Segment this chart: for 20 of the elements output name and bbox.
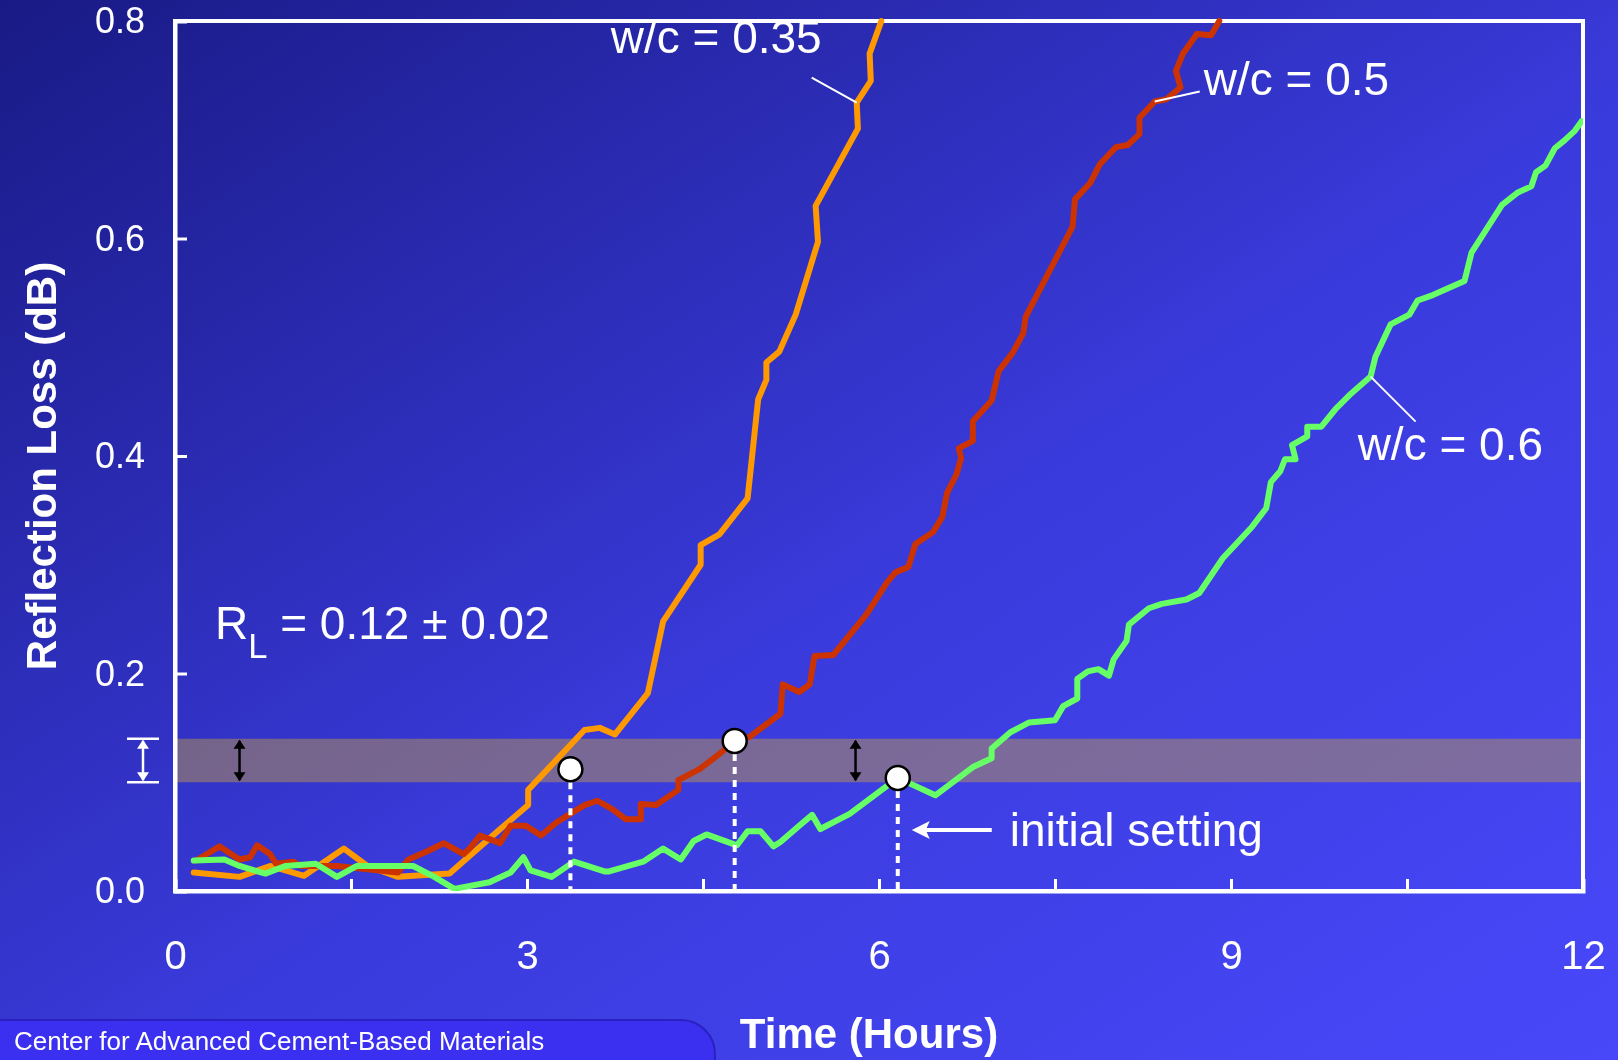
series-label: w/c = 0.6 bbox=[1356, 417, 1543, 470]
series-label: w/c = 0.5 bbox=[1202, 53, 1390, 106]
point bbox=[721, 727, 748, 755]
point bbox=[884, 764, 912, 792]
y-tick-label: 0.2 bbox=[94, 652, 145, 694]
x-tick-label: 9 bbox=[1220, 933, 1243, 978]
y-axis-title: Reflection Loss (dB) bbox=[18, 261, 65, 671]
x-tick-label: 6 bbox=[868, 933, 891, 978]
point bbox=[557, 755, 584, 783]
x-axis-title: Time (Hours) bbox=[739, 1010, 999, 1057]
x-tick-label: 3 bbox=[516, 933, 539, 978]
band-label: R$_{L}$ = 0.12 ± 0.02 bbox=[215, 596, 550, 665]
y-tick-label: 0.6 bbox=[94, 217, 145, 259]
y-tick-label: 0.0 bbox=[94, 870, 145, 912]
y-tick-label: 0.8 bbox=[94, 0, 145, 42]
text: Center for Advanced Cement-Based Materials bbox=[14, 1026, 545, 1056]
x-tick-label: 12 bbox=[1561, 933, 1606, 978]
y-tick-label: 0.4 bbox=[94, 435, 145, 477]
annotation: initial setting bbox=[1009, 803, 1263, 856]
x-tick-label: 0 bbox=[164, 933, 187, 978]
